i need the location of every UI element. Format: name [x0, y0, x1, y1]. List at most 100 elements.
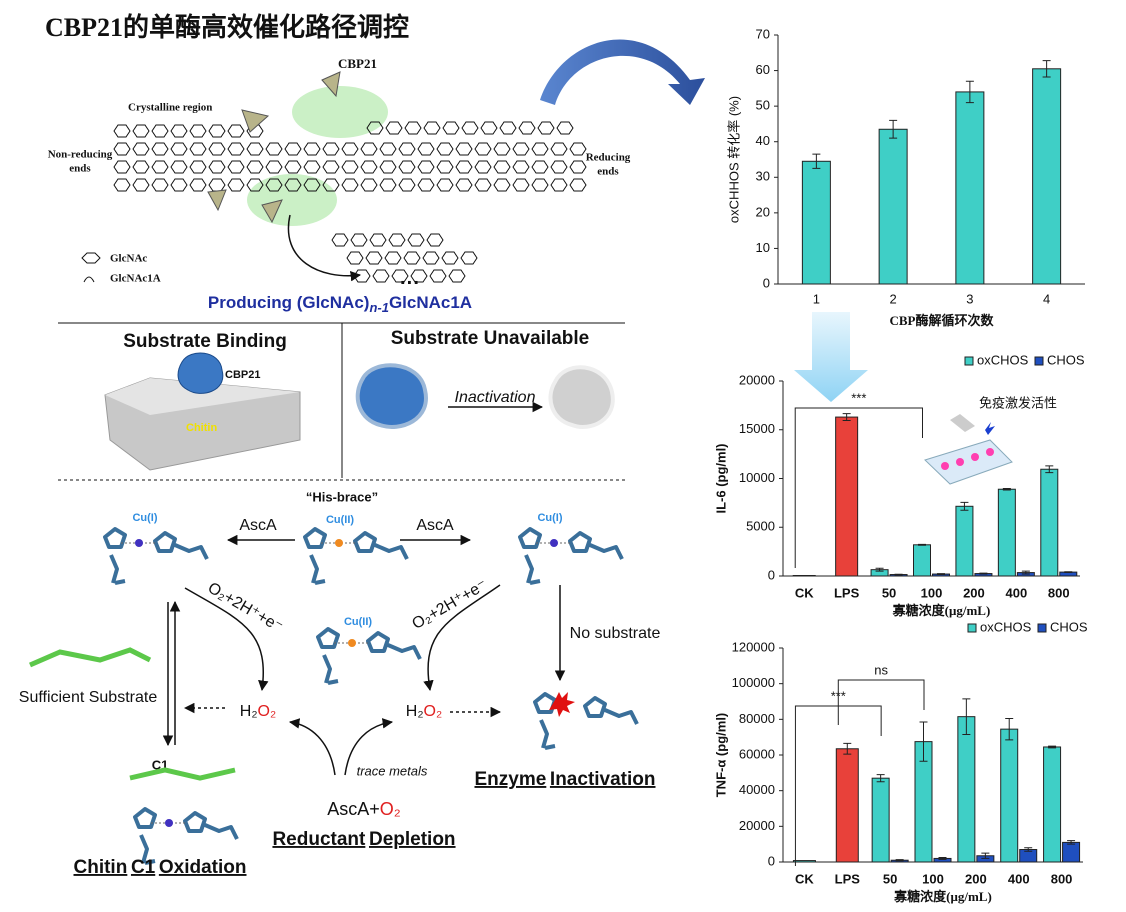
label: “His-brace”	[306, 489, 378, 504]
label: Cu(II)	[344, 616, 372, 628]
sugar-ring	[132, 142, 150, 156]
label: n-1	[369, 300, 389, 315]
sugar-ring	[426, 233, 444, 247]
y-tick-label: 0	[768, 853, 775, 868]
label: Chitin C1 Oxidation	[74, 857, 247, 878]
sugar-ring	[151, 160, 169, 174]
label: GlcNAc1A	[389, 293, 472, 312]
y-tick-label: 100000	[732, 675, 775, 690]
x-tick-label: 800	[1048, 585, 1070, 600]
sugar-ring	[189, 142, 207, 156]
label: AscA	[239, 517, 277, 534]
note: 免疫激发活性	[979, 395, 1057, 410]
error-bar	[919, 721, 928, 762]
label: GlcNAc	[110, 253, 147, 265]
arrow	[287, 214, 362, 282]
label: Reductant Depletion	[272, 829, 455, 850]
label: Chitin	[186, 422, 217, 434]
y-tick-label: 10	[756, 240, 770, 255]
error-bar	[1064, 571, 1073, 573]
sugar-ring	[474, 160, 492, 174]
label: Non-reducing	[48, 149, 113, 161]
sugar-ring	[341, 160, 359, 174]
flow-arrow	[540, 39, 705, 105]
bar	[835, 416, 859, 577]
label: Inactivation	[455, 389, 536, 406]
sugar-ring	[246, 178, 264, 192]
sugar-ring	[208, 142, 226, 156]
x-tick-label: 200	[963, 585, 985, 600]
sugar-ring	[448, 269, 466, 283]
error-bar	[960, 501, 969, 511]
label: Crystalline region	[128, 102, 212, 114]
arrow	[184, 587, 269, 692]
x-axis-label: 寡糖浓度(μg/mL)	[893, 889, 992, 904]
x-tick-label: 2	[890, 291, 897, 306]
y-tick-label: 70	[756, 26, 770, 41]
sugar-ring	[512, 160, 530, 174]
error-bar	[979, 572, 988, 575]
bar	[955, 91, 985, 285]
bracket	[794, 407, 923, 568]
sugar-ring	[360, 142, 378, 156]
sugar-ring	[113, 178, 131, 192]
bar	[871, 777, 890, 863]
copper	[550, 539, 558, 547]
sugar-ring	[384, 251, 402, 265]
sugar-ring	[113, 160, 131, 174]
sugar-ring	[132, 124, 150, 138]
bar	[1032, 68, 1062, 285]
label: Depletion	[369, 829, 456, 850]
sugar-ring	[480, 121, 498, 135]
x-tick-label: CK	[795, 871, 814, 886]
x-axis-label: 寡糖浓度(μg/mL)	[892, 603, 991, 618]
chart: 0 20000 40000 60000 80000 100000 120000 TNF-α (…	[713, 619, 1087, 904]
sugar-ring	[284, 160, 302, 174]
sugar-ring	[417, 160, 435, 174]
sugar-ring	[403, 251, 421, 265]
sugar-ring	[569, 142, 587, 156]
sugar-ring	[170, 178, 188, 192]
sugar-ring	[441, 251, 459, 265]
bar	[801, 160, 831, 285]
sugar-ring	[322, 178, 340, 192]
sugar-ring	[265, 178, 283, 192]
sugar-ring	[404, 121, 422, 135]
label: Chitin	[74, 857, 128, 878]
y-tick-label: 15000	[739, 421, 775, 436]
substrate	[29, 647, 152, 668]
x-tick-label: 4	[1043, 291, 1050, 306]
sugar-ring	[407, 233, 425, 247]
label: Cu(I)	[132, 512, 157, 524]
sugar-ring	[556, 121, 574, 135]
sugar-ring	[455, 178, 473, 192]
sugar-ring	[227, 160, 245, 174]
label: ···	[400, 272, 420, 294]
error-bar	[938, 857, 947, 860]
label: trace metals	[357, 763, 428, 778]
sugar-ring	[151, 142, 169, 156]
label: Producing (GlcNAc)	[208, 293, 370, 312]
sugar-ring	[360, 178, 378, 192]
substrate	[129, 767, 236, 781]
label: No substrate	[570, 625, 661, 642]
label: O₂	[258, 703, 277, 720]
residue	[353, 531, 409, 560]
sugar-ring	[537, 121, 555, 135]
error-bar	[937, 573, 945, 575]
chitin-chains	[113, 121, 587, 283]
protein	[548, 365, 615, 429]
copper	[135, 539, 143, 547]
bar	[913, 544, 931, 577]
sugar-ring	[531, 142, 549, 156]
sugar-ring	[423, 121, 441, 135]
sugar-ring	[388, 233, 406, 247]
copper	[348, 639, 356, 647]
sugar-ring	[455, 160, 473, 174]
label: AscA	[416, 517, 454, 534]
y-tick-label: 80000	[739, 711, 775, 726]
sugar-ring	[512, 142, 530, 156]
sugar-ring	[455, 142, 473, 156]
sugar-ring	[246, 160, 264, 174]
error-bar	[1005, 717, 1014, 741]
